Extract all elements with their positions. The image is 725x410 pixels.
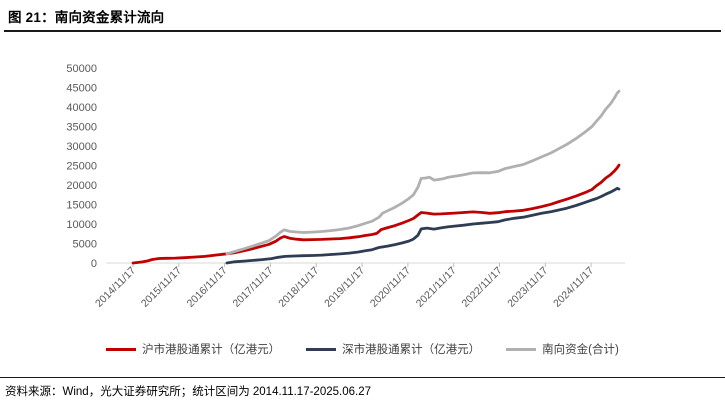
x-axis-tick-label: 2021/11/17 [414,265,459,310]
y-axis-tick-label: 35000 [66,122,97,134]
y-axis-tick-label: 45000 [66,83,97,95]
x-axis-tick-label: 2023/11/17 [505,265,550,310]
y-axis-tick-label: 25000 [66,161,97,173]
footer-rule [0,377,725,378]
source-note: 资料来源：Wind，光大证券研究所；统计区间为 2014.11.17-2025.… [5,386,371,398]
chart-legend: 沪市港股通累计（亿港元） 深市港股通累计（亿港元） 南向资金(合计) [0,341,725,357]
legend-swatch [506,347,537,351]
x-axis-tick-label: 2022/11/17 [460,265,505,310]
legend-swatch [306,347,337,351]
legend-label: 沪市港股通累计（亿港元） [142,344,281,356]
x-axis-tick-label: 2020/11/17 [368,265,413,310]
series-line-2 [225,89,621,256]
series-line-0 [131,163,621,265]
x-axis-tick-label: 2024/11/17 [551,265,596,310]
y-axis-tick-label: 0 [91,258,97,270]
series-line-1 [225,186,621,265]
header-rule [4,30,721,32]
y-axis-tick-label: 10000 [66,219,97,231]
x-axis-tick-label: 2018/11/17 [276,265,321,310]
y-axis-tick-label: 30000 [66,141,97,153]
y-axis-tick-label: 40000 [66,102,97,114]
legend-label: 深市港股通累计（亿港元） [342,344,481,356]
y-axis-tick-label: 15000 [66,200,97,212]
x-axis-tick-label: 2014/11/17 [93,265,138,310]
x-axis-tick-label: 2017/11/17 [230,265,275,310]
y-axis-tick-label: 5000 [73,239,97,251]
x-axis-tick-label: 2016/11/17 [185,265,230,310]
y-axis-tick-label: 50000 [66,63,97,75]
legend-label: 南向资金(合计) [542,344,619,356]
x-axis-tick-label: 2015/11/17 [139,265,184,310]
x-axis-tick-label: 2019/11/17 [322,265,367,310]
legend-swatch [106,347,137,351]
figure-title: 图 21：南向资金累计流向 [8,10,165,25]
legend-item-0: 沪市港股通累计（亿港元） [106,341,280,357]
legend-item-2: 南向资金(合计) [506,341,619,357]
legend-item-1: 深市港股通累计（亿港元） [306,341,480,357]
y-axis-tick-label: 20000 [66,180,97,192]
